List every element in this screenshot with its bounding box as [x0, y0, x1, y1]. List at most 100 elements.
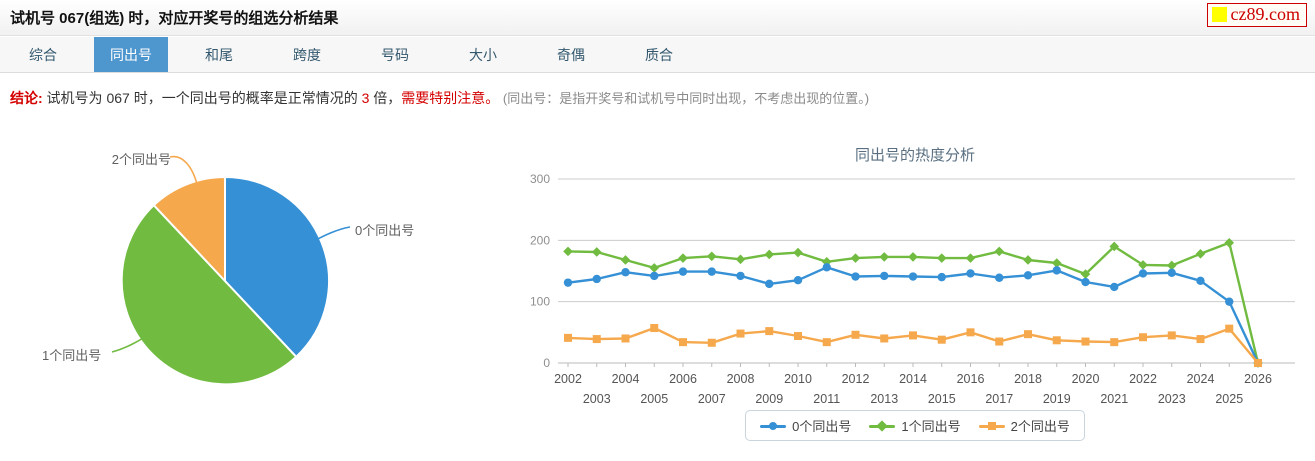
- legend-item-0个同出号[interactable]: 0个同出号: [760, 416, 851, 435]
- marker-diamond-2010: [793, 247, 803, 258]
- tab-和尾[interactable]: 和尾: [205, 46, 233, 63]
- marker-diamond-2015: [936, 253, 947, 263]
- marker-diamond-2014: [908, 252, 918, 262]
- marker-square-2020: [1081, 337, 1090, 346]
- logo-text: cz89.com: [1230, 4, 1300, 24]
- x-tick-label-2003: 2003: [583, 392, 611, 406]
- marker-circle-2007: [707, 267, 716, 276]
- tab-号码[interactable]: 号码: [381, 46, 409, 63]
- x-tick-label-2006: 2006: [669, 372, 697, 386]
- legend-wrapper: 0个同出号 1个同出号 2个同出号: [520, 410, 1310, 441]
- x-tick-label-2022: 2022: [1129, 372, 1157, 386]
- marker-diamond-2003: [591, 247, 602, 257]
- pie-chart-panel: 2个同出号 0个同出号 1个同出号: [20, 130, 480, 430]
- marker-circle-2003: [592, 274, 601, 284]
- marker-circle-2020: [1081, 277, 1090, 287]
- tab-大小[interactable]: 大小: [469, 46, 497, 63]
- marker-diamond-2022: [1138, 260, 1148, 270]
- marker-square-2008: [736, 329, 745, 338]
- pie-connector-2: [169, 155, 198, 185]
- tab-跨度[interactable]: 跨度: [293, 46, 321, 63]
- x-tick-label-2020: 2020: [1072, 372, 1100, 386]
- marker-diamond-2013: [879, 252, 890, 262]
- x-tick-label-2010: 2010: [784, 372, 812, 386]
- marker-diamond-2012: [850, 253, 861, 263]
- legend-item-2个同出号[interactable]: 2个同出号: [978, 416, 1070, 435]
- conclusion-warning: 需要特别注意。: [401, 90, 500, 106]
- line-chart: 0100200300200220032004200520062007200820…: [530, 172, 1295, 406]
- marker-diamond-2024: [1195, 249, 1206, 259]
- marker-diamond-2023: [1166, 260, 1177, 271]
- legend-item-1个同出号[interactable]: 1个同出号: [869, 416, 961, 435]
- marker-diamond-2006: [678, 253, 688, 263]
- pie-chart: [111, 155, 351, 386]
- conclusion-multiplier: 3: [361, 90, 370, 106]
- x-tick-label-2004: 2004: [612, 372, 640, 386]
- tab-综合[interactable]: 综合: [29, 46, 57, 63]
- x-tick-label-2025: 2025: [1215, 392, 1243, 406]
- marker-circle-2009: [765, 279, 774, 289]
- pie-slice-1个同出号: [120, 203, 298, 386]
- x-tick-label-2011: 2011: [813, 392, 840, 406]
- marker-square-2009: [765, 327, 774, 336]
- marker-circle-2017: [995, 273, 1004, 282]
- tab-奇偶[interactable]: 奇偶: [557, 46, 585, 63]
- marker-square-2013: [880, 334, 889, 343]
- legend-label: 2个同出号: [1010, 419, 1070, 434]
- marker-square-2011: [822, 338, 831, 347]
- marker-circle-2005: [650, 271, 659, 281]
- marker-square-2007: [707, 338, 716, 347]
- marker-circle-2013: [880, 271, 889, 281]
- marker-diamond-2025: [1224, 237, 1235, 248]
- series-line-0个同出号: [567, 266, 1260, 364]
- marker-square-2021: [1110, 338, 1119, 347]
- y-tick-label-0: 0: [543, 356, 550, 370]
- y-tick-label-100: 100: [530, 295, 550, 309]
- logo-yellow-square-icon: [1211, 7, 1227, 22]
- x-tick-label-2021: 2021: [1100, 392, 1128, 406]
- x-tick-label-2024: 2024: [1187, 372, 1215, 386]
- x-tick-label-2015: 2015: [928, 392, 956, 406]
- marker-diamond-2008: [735, 254, 746, 265]
- pie-connector-1: [111, 331, 153, 353]
- conclusion-prefix: 结论:: [10, 90, 43, 106]
- marker-circle-2018: [1023, 271, 1033, 280]
- conclusion-note: (同出号：是指开奖号和试机号中同时出现，不考虑出现的位置。): [499, 91, 870, 106]
- tab-质合[interactable]: 质合: [645, 46, 673, 63]
- marker-square-2002: [564, 333, 572, 342]
- marker-circle-2025: [1225, 297, 1234, 306]
- conclusion-mid: 倍，: [369, 90, 402, 106]
- legend-label: 1个同出号: [901, 419, 961, 434]
- page-title: 试机号 067(组选) 时，对应开奖号的组选分析结果: [10, 10, 339, 27]
- line-chart-title: 同出号的热度分析: [854, 147, 975, 164]
- marker-square-2018: [1024, 330, 1032, 339]
- marker-square-2014: [909, 331, 917, 340]
- marker-diamond-2019: [1051, 258, 1062, 268]
- marker-square-2004: [621, 334, 630, 343]
- y-tick-label-300: 300: [530, 172, 550, 186]
- marker-circle-2006: [678, 267, 688, 276]
- marker-circle-2010: [793, 276, 803, 285]
- marker-square-2010: [794, 332, 802, 341]
- x-tick-label-2002: 2002: [554, 372, 582, 386]
- marker-circle-2015: [937, 272, 946, 282]
- conclusion-body: 试机号为 067 时，一个同出号的概率是正常情况的: [42, 90, 362, 106]
- tab-同出号[interactable]: 同出号: [94, 37, 168, 72]
- x-tick-label-2016: 2016: [957, 372, 985, 386]
- site-logo[interactable]: cz89.com: [1206, 2, 1307, 27]
- marker-square-2015: [937, 335, 946, 344]
- marker-diamond-2005: [649, 263, 660, 273]
- x-tick-label-2007: 2007: [698, 392, 726, 406]
- marker-square-2025: [1225, 324, 1234, 333]
- marker-circle-2022: [1138, 269, 1148, 278]
- x-tick-label-2012: 2012: [842, 372, 870, 386]
- marker-circle-2023: [1167, 268, 1176, 278]
- x-tick-label-2014: 2014: [899, 372, 927, 386]
- marker-square-2017: [995, 337, 1004, 346]
- marker-diamond-2004: [620, 255, 631, 265]
- marker-circle-2021: [1110, 282, 1119, 292]
- pie-slice-2个同出号: [152, 175, 226, 284]
- marker-circle-2012: [851, 272, 860, 281]
- marker-circle-2008: [736, 271, 745, 281]
